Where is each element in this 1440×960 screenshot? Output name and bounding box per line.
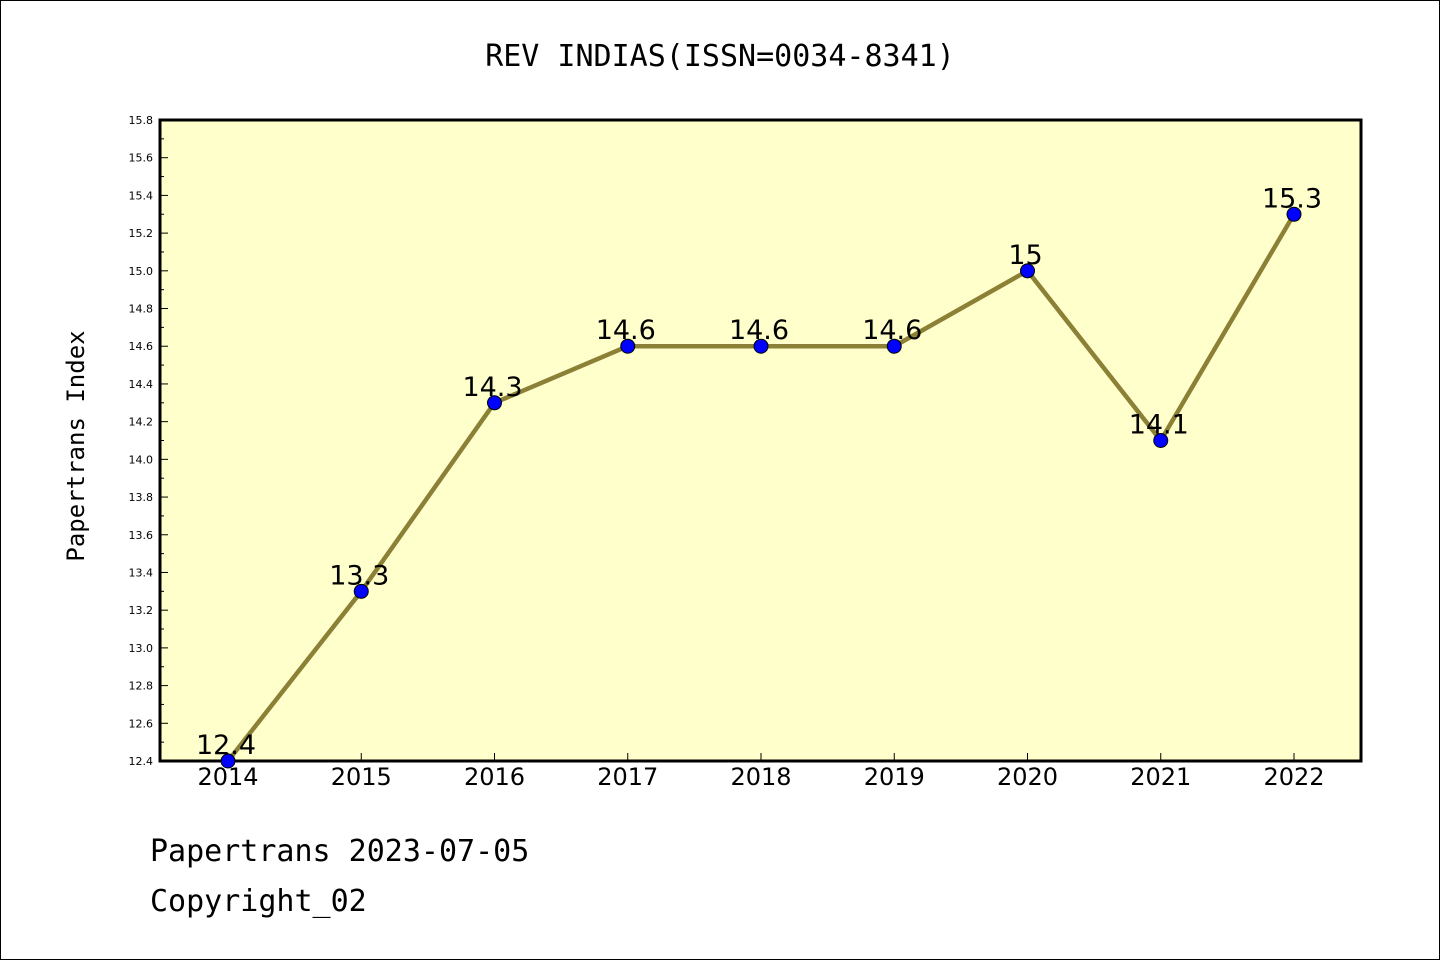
data-label: 12.4 [196, 730, 256, 761]
data-markers [220, 206, 1302, 769]
y-tick-label: 15.8 [129, 114, 154, 127]
data-point [1020, 263, 1035, 279]
y-tick-label: 14.0 [129, 453, 154, 466]
x-tick-label: 2020 [997, 763, 1058, 791]
chart-title: REV INDIAS(ISSN=0034-8341) [485, 39, 955, 74]
x-tick-label: 2016 [464, 763, 525, 791]
data-label: 14.1 [1129, 410, 1189, 441]
data-point [1153, 433, 1169, 448]
y-tick-label: 12.4 [129, 755, 154, 768]
x-tick-label: 2019 [864, 763, 925, 791]
y-tick-label: 14.2 [129, 416, 154, 429]
data-label: 14.3 [462, 372, 522, 403]
y-tick-label: 12.8 [129, 680, 154, 693]
y-tick-label: 15.2 [129, 227, 154, 240]
x-tick-label: 2022 [1263, 763, 1324, 791]
data-label: 14.6 [729, 315, 789, 346]
x-tick-label: 2017 [597, 763, 658, 791]
data-point [487, 395, 502, 411]
data-point [620, 338, 636, 354]
plot-area [158, 118, 1363, 763]
y-tick-label: 14.4 [129, 378, 154, 391]
x-tick-label: 2018 [730, 763, 791, 791]
data-labels: 12.4 13.3 14.3 14.6 14.6 14.6 15 14.1 15.3 [196, 183, 1322, 761]
y-tick-label: 13.8 [129, 491, 154, 504]
data-point [886, 338, 902, 354]
data-point [1286, 206, 1302, 222]
y-tick-label: 14.8 [129, 303, 154, 316]
x-tick-label: 2021 [1130, 763, 1191, 791]
x-axis: 2014 2015 2016 2017 2018 2019 2020 2021 2022 [197, 753, 1325, 791]
y-tick-label: 13.6 [129, 529, 154, 542]
data-point [220, 753, 236, 769]
y-tick-label: 15.0 [129, 265, 154, 278]
y-tick-label: 13.0 [129, 642, 154, 655]
footer-date: Papertrans 2023-07-05 [150, 834, 530, 869]
data-point [353, 583, 369, 599]
data-label: 15.3 [1262, 183, 1322, 214]
y-tick-label: 15.4 [129, 189, 154, 202]
data-label: 14.6 [596, 315, 656, 346]
y-tick-label: 12.6 [129, 717, 154, 730]
y-tick-label: 14.6 [129, 340, 154, 353]
data-point [753, 338, 769, 354]
footer-copyright: Copyright_02 [150, 884, 367, 919]
y-tick-label: 13.2 [129, 604, 154, 617]
data-label: 15 [1008, 240, 1042, 271]
data-label: 13.3 [329, 560, 389, 591]
y-tick-label: 15.6 [129, 152, 154, 165]
x-tick-label: 2015 [331, 763, 392, 791]
y-tick-label: 13.4 [129, 566, 154, 579]
y-axis-label: Papertrans Index [62, 330, 90, 561]
y-axis: 12.4 12.6 12.8 13.0 13.2 13.4 13.6 13.8 14.0 14.2… [129, 114, 168, 768]
data-label: 14.6 [862, 315, 922, 346]
